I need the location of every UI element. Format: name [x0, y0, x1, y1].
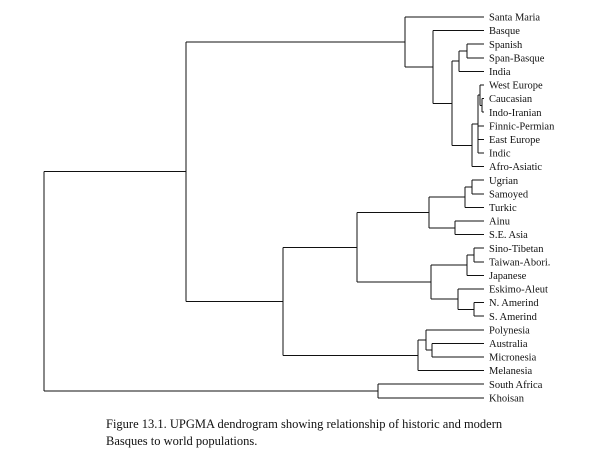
leaf-label: S. Amerind: [489, 312, 538, 323]
leaf-label: Ugrian: [489, 176, 519, 187]
leaf-label: Eskimo-Aleut: [489, 285, 548, 296]
leaf-label: West Europe: [489, 81, 543, 92]
leaf-label: Melanesia: [489, 366, 532, 377]
leaf-label: Caucasian: [489, 94, 533, 105]
dendrogram-branches: [43, 16, 484, 399]
leaf-labels: Santa Maria Basque Spanish Span-Basque India…: [489, 13, 555, 405]
leaf-label: Spanish: [489, 40, 523, 51]
leaf-label: Indo-Iranian: [489, 108, 542, 119]
leaf-label: South Africa: [489, 380, 543, 391]
caption-line-2: Basques to world populations.: [106, 434, 258, 448]
leaf-label: Japanese: [489, 271, 527, 282]
leaf-label: Australia: [489, 339, 528, 350]
leaf-label: Khoisan: [489, 393, 525, 404]
leaf-label: Taiwan-Abori.: [489, 257, 550, 268]
leaf-label: Turkic: [489, 203, 517, 214]
leaf-label: Basque: [489, 26, 520, 37]
leaf-label: Samoyed: [489, 189, 529, 200]
leaf-label: N. Amerind: [489, 298, 539, 309]
leaf-label: Micronesia: [489, 353, 537, 364]
leaf-label: Santa Maria: [489, 13, 540, 24]
leaf-label: S.E. Asia: [489, 230, 528, 241]
leaf-label: Finnic-Permian: [489, 121, 555, 132]
leaf-label: Ainu: [489, 217, 511, 228]
figure-caption: Figure 13.1. UPGMA dendrogram showing re…: [106, 416, 576, 450]
leaf-label: Sino-Tibetan: [489, 244, 544, 255]
leaf-label: East Europe: [489, 135, 540, 146]
leaf-label: Polynesia: [489, 325, 530, 336]
leaf-label: Afro-Asiatic: [489, 162, 542, 173]
leaf-label: Indic: [489, 149, 511, 160]
caption-line-1: Figure 13.1. UPGMA dendrogram showing re…: [106, 417, 503, 431]
leaf-label: India: [489, 67, 511, 78]
leaf-label: Span-Basque: [489, 53, 545, 64]
